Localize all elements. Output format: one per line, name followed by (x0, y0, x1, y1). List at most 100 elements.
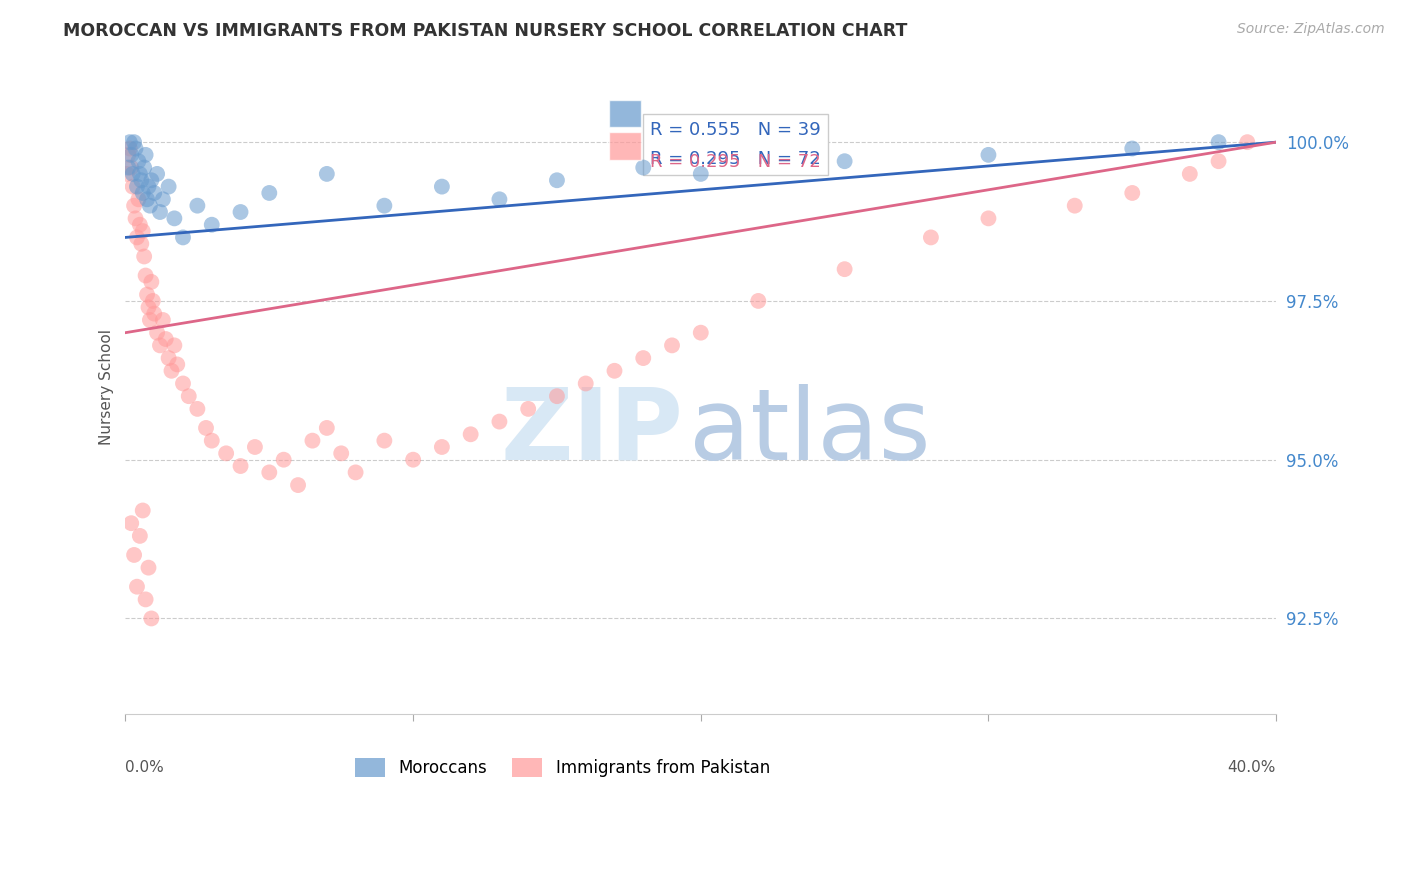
Point (172, 376, 194, 391)
Point (373, 199, 395, 213)
Point (195, 421, 218, 435)
Point (120, 148, 142, 162)
Point (287, 478, 309, 492)
Point (115, 167, 138, 181)
FancyBboxPatch shape (609, 100, 641, 127)
Point (201, 434, 224, 448)
Point (152, 192, 174, 206)
Point (747, 293, 769, 308)
Point (1178, 167, 1201, 181)
Point (157, 351, 180, 365)
Point (166, 358, 188, 372)
Point (138, 300, 160, 314)
Point (121, 179, 143, 194)
Point (259, 466, 281, 480)
Point (152, 313, 174, 327)
Point (1063, 199, 1085, 213)
Point (135, 268, 157, 283)
Point (977, 148, 1000, 162)
Point (134, 250, 156, 264)
Point (229, 458, 252, 473)
Point (129, 236, 152, 251)
Point (135, 592, 157, 607)
Point (132, 224, 155, 238)
Point (132, 503, 155, 517)
Text: R = 0.295   N = 72: R = 0.295 N = 72 (650, 153, 821, 171)
Y-axis label: Nursery School: Nursery School (100, 328, 114, 444)
Point (121, 167, 143, 181)
FancyBboxPatch shape (609, 132, 641, 160)
Point (633, 161, 655, 175)
Point (118, 141, 141, 155)
Point (517, 401, 540, 416)
Point (229, 205, 252, 219)
Point (373, 434, 395, 448)
Point (118, 135, 141, 149)
Point (661, 338, 683, 352)
Point (546, 173, 568, 187)
Point (689, 167, 711, 181)
Point (141, 173, 163, 187)
Point (155, 332, 177, 346)
Point (315, 167, 337, 181)
Text: 0.0%: 0.0% (125, 759, 165, 774)
Point (273, 452, 295, 467)
Point (149, 205, 172, 219)
Point (177, 389, 200, 403)
Point (135, 148, 157, 162)
Point (1121, 186, 1143, 200)
Point (122, 548, 145, 562)
Point (120, 516, 142, 531)
Point (920, 230, 942, 244)
Point (146, 167, 169, 181)
Point (122, 135, 145, 149)
Point (259, 186, 281, 200)
Point (160, 364, 183, 378)
Point (124, 211, 146, 226)
Point (157, 179, 180, 194)
Point (117, 148, 139, 162)
Point (134, 161, 156, 175)
Point (315, 421, 337, 435)
Point (142, 293, 165, 308)
Point (689, 326, 711, 340)
Point (139, 313, 162, 327)
Text: Source: ZipAtlas.com: Source: ZipAtlas.com (1237, 22, 1385, 37)
Point (402, 452, 425, 467)
Point (1236, 135, 1258, 149)
Text: 40.0%: 40.0% (1227, 759, 1277, 774)
Point (301, 434, 323, 448)
Point (430, 440, 453, 454)
Point (603, 364, 626, 378)
Point (136, 287, 159, 301)
Point (122, 199, 145, 213)
Point (163, 338, 186, 352)
Point (344, 466, 367, 480)
Point (488, 415, 510, 429)
Point (138, 560, 160, 574)
Text: MOROCCAN VS IMMIGRANTS FROM PAKISTAN NURSERY SCHOOL CORRELATION CHART: MOROCCAN VS IMMIGRANTS FROM PAKISTAN NUR… (63, 22, 908, 40)
Point (117, 161, 139, 175)
Text: ZIP: ZIP (501, 384, 683, 481)
Point (215, 446, 238, 460)
Point (124, 141, 146, 155)
Point (125, 230, 148, 244)
Point (575, 376, 598, 391)
Point (633, 351, 655, 365)
Point (127, 192, 149, 206)
Point (977, 211, 1000, 226)
Point (834, 154, 856, 169)
Point (141, 611, 163, 625)
Point (141, 275, 163, 289)
Point (125, 179, 148, 194)
Point (143, 307, 166, 321)
Point (149, 338, 172, 352)
Point (1121, 141, 1143, 155)
Point (136, 192, 159, 206)
Point (128, 167, 150, 181)
Legend: Moroccans, Immigrants from Pakistan: Moroccans, Immigrants from Pakistan (349, 751, 776, 784)
Point (430, 179, 453, 194)
Point (1208, 135, 1230, 149)
Point (129, 173, 152, 187)
Point (243, 440, 266, 454)
